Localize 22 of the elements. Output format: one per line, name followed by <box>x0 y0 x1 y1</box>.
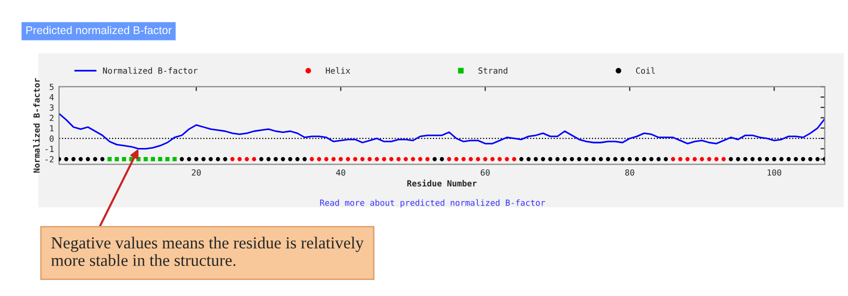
chart-title: Predicted normalized B-factor <box>26 26 172 34</box>
legend-label: Helix <box>326 67 350 74</box>
x-tick-label: 20 <box>192 169 201 176</box>
annotation: Negative values means the residue is relatively more stable in the structure. <box>51 236 364 266</box>
y-tick-label: 3 <box>50 104 54 111</box>
y-tick-label: 4 <box>50 94 54 100</box>
legend-label: Normalized B-factor <box>103 67 198 74</box>
y-axis-title: Normalized B-factor <box>32 78 40 173</box>
y-tick-label: 0 <box>50 135 54 142</box>
x-tick-label: 100 <box>768 169 782 176</box>
x-tick-label: 80 <box>625 169 634 176</box>
y-tick-label: -1 <box>46 146 54 152</box>
legend-label: Coil <box>636 67 655 74</box>
y-tick-label: -2 <box>46 156 54 162</box>
x-tick-label: 40 <box>336 169 346 176</box>
legend-label: Strand <box>478 67 508 74</box>
y-tick-label: 2 <box>50 114 54 121</box>
y-tick-label: 5 <box>50 84 54 90</box>
x-axis-title: Residue Number <box>407 180 477 186</box>
y-tick-label: 1 <box>50 125 54 132</box>
x-tick-label: 60 <box>480 169 490 176</box>
text: Read more about predicted normalized B-factor <box>320 199 546 208</box>
